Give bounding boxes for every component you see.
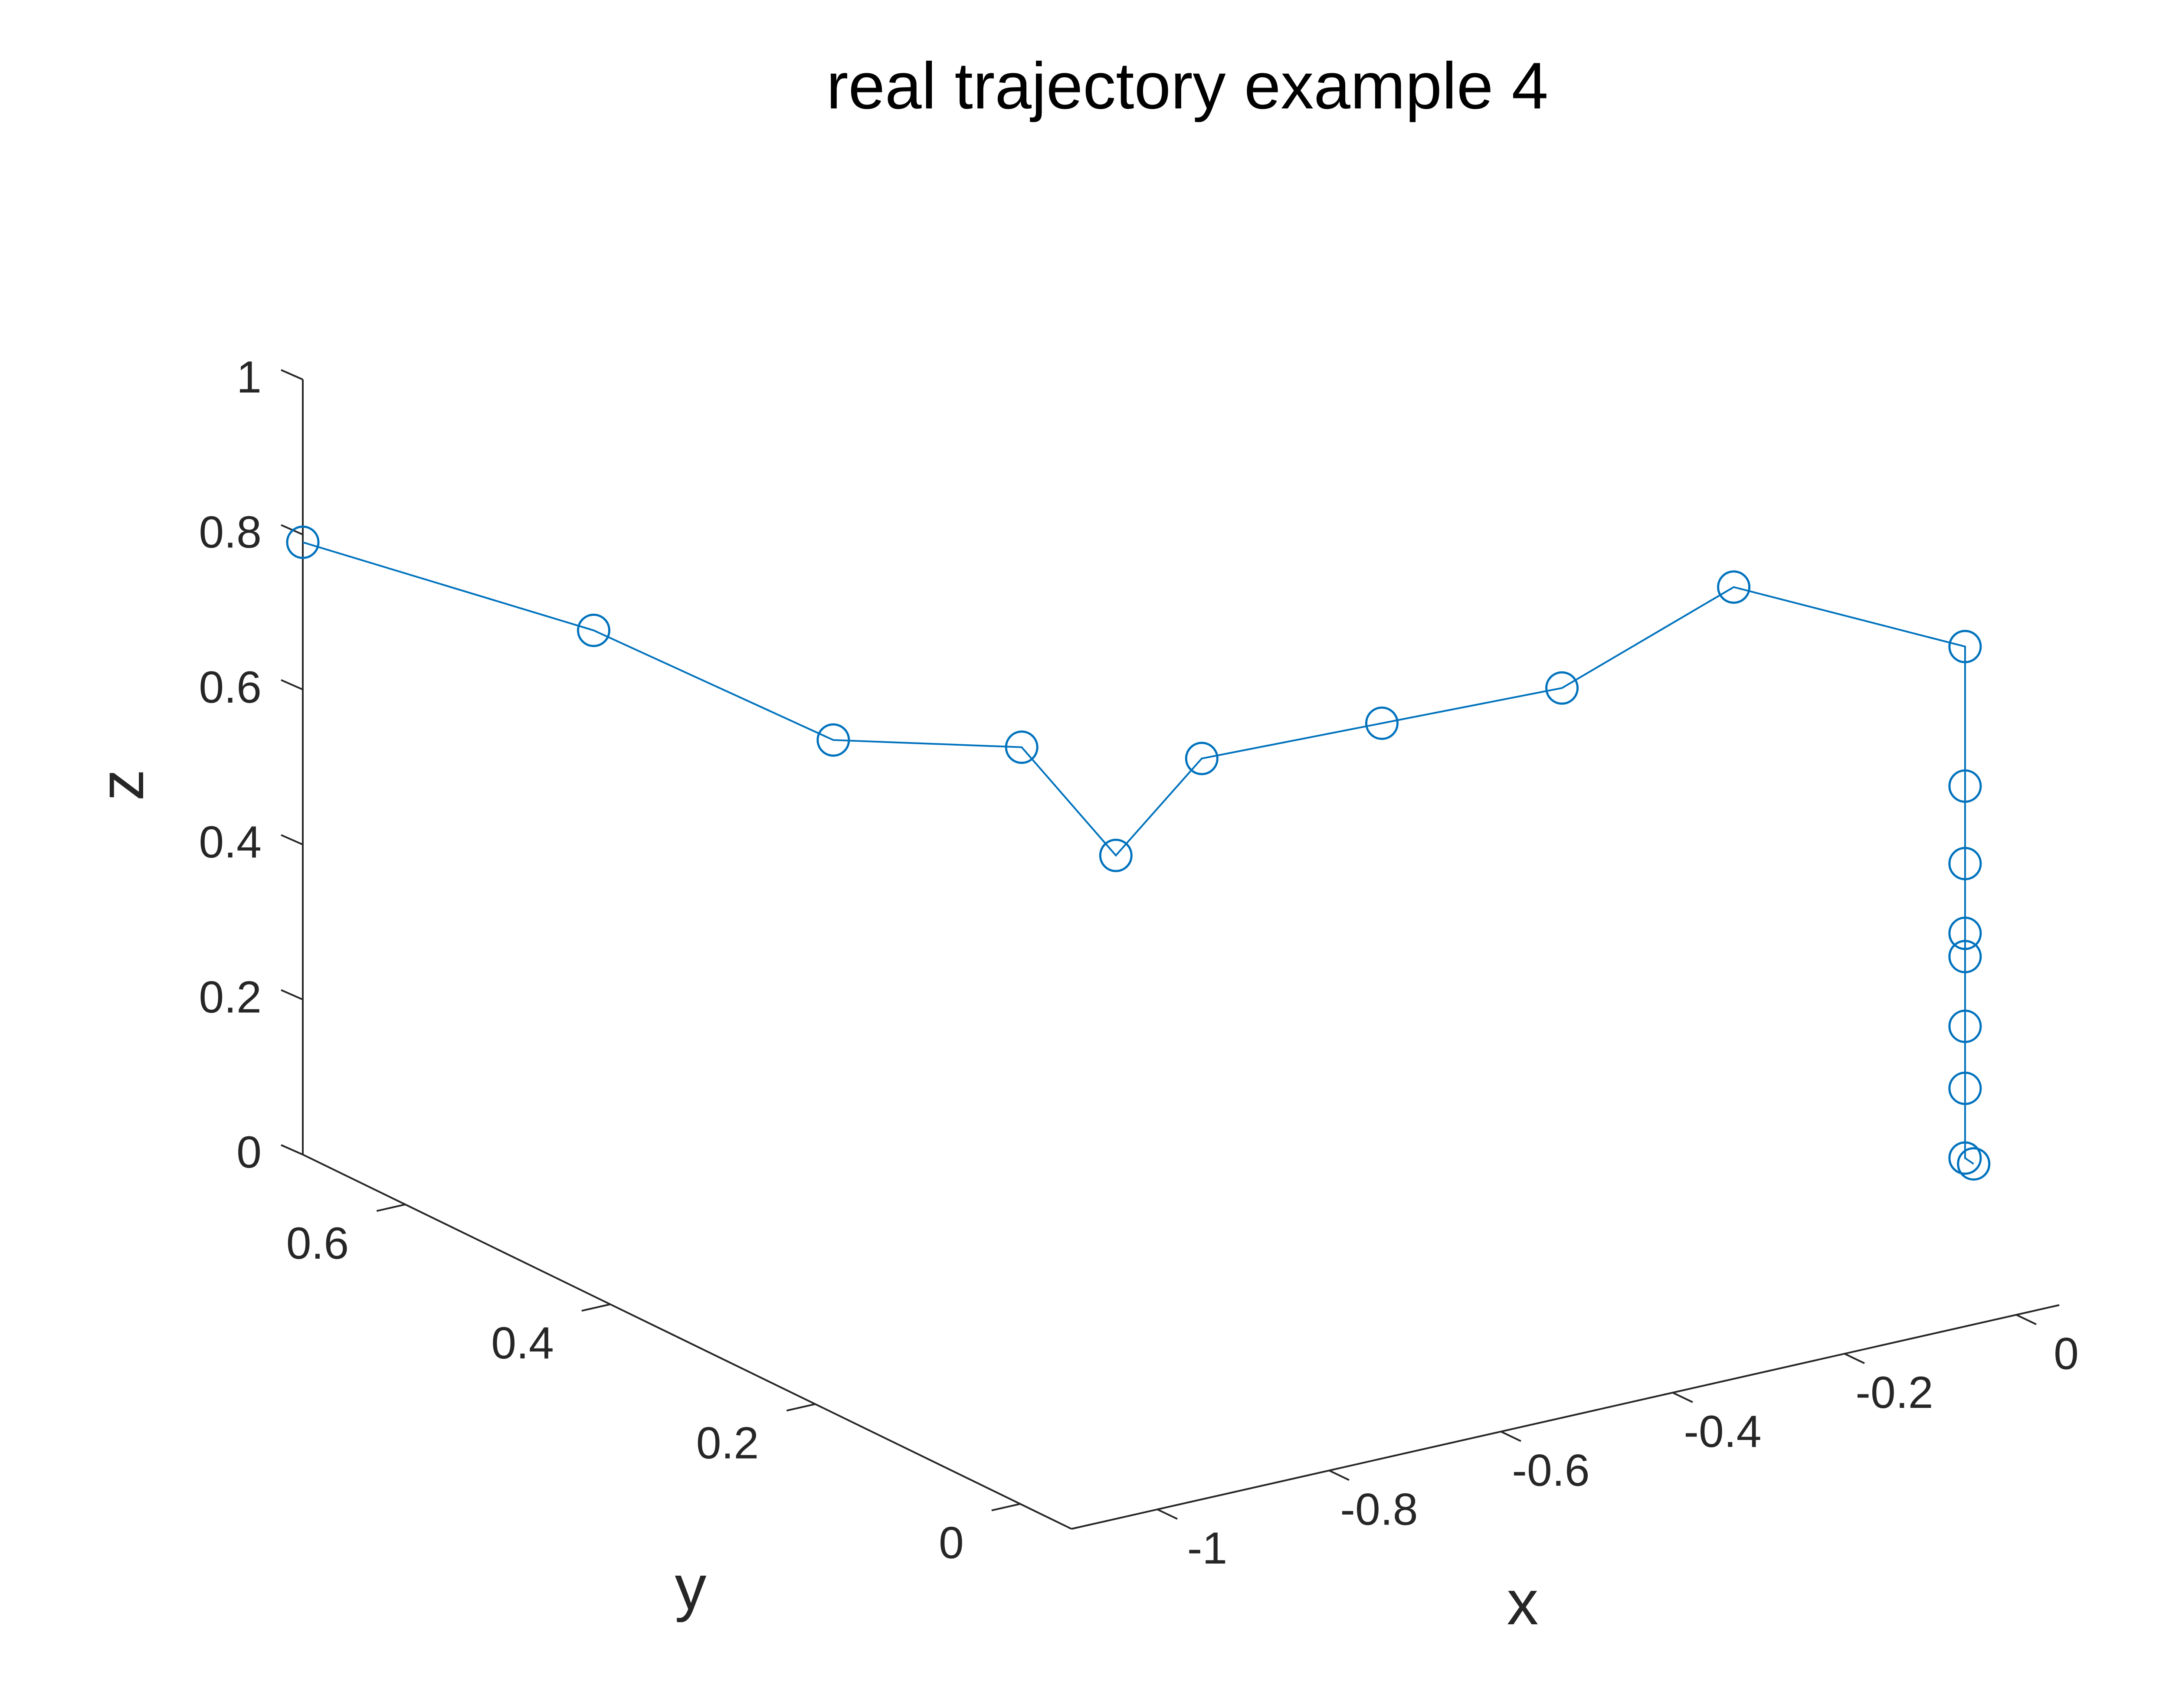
x-tick-mark bbox=[1157, 1508, 1178, 1520]
x-tick-label: -0.8 bbox=[1340, 1484, 1418, 1535]
y-tick-mark bbox=[376, 1204, 406, 1212]
x-tick-mark bbox=[1672, 1392, 1693, 1403]
z-tick-label: 0.8 bbox=[199, 507, 262, 557]
x-tick-label: -0.6 bbox=[1512, 1446, 1589, 1496]
y-tick-label: 0.6 bbox=[286, 1218, 349, 1269]
ticks-group: -1 -0.8 -0.6 -0.4 -0.2 0 0 0.2 0.4 0.6 0 0.2 0.4 0.6 0… bbox=[199, 352, 2079, 1574]
trajectory-point bbox=[1185, 742, 1219, 775]
y-tick-mark bbox=[786, 1403, 816, 1412]
trajectory-point bbox=[1948, 1141, 1982, 1175]
x-axis-line bbox=[1071, 1304, 2060, 1530]
y-tick-label: 0.4 bbox=[491, 1318, 554, 1368]
series-group bbox=[286, 525, 1991, 1181]
z-tick-label: 0.4 bbox=[199, 817, 262, 867]
z-tick-mark bbox=[281, 1144, 303, 1155]
trajectory-point bbox=[1717, 570, 1751, 604]
trajectory-point bbox=[577, 613, 610, 647]
x-tick-label: -0.2 bbox=[1855, 1368, 1933, 1418]
z-tick-label: 1 bbox=[236, 352, 262, 402]
trajectory-point bbox=[1948, 769, 1982, 803]
x-tick-label: -0.4 bbox=[1684, 1407, 1761, 1457]
y-tick-mark bbox=[991, 1503, 1021, 1512]
y-axis-label: y bbox=[675, 1552, 707, 1623]
trajectory-point bbox=[1948, 916, 1982, 950]
z-tick-label: 0.2 bbox=[199, 972, 262, 1023]
y-tick-mark bbox=[581, 1303, 611, 1312]
z-tick-mark bbox=[281, 989, 303, 1001]
trajectory-point bbox=[1005, 730, 1039, 764]
trajectory-point bbox=[816, 723, 850, 757]
z-tick-mark bbox=[281, 679, 303, 690]
trajectory-point bbox=[1545, 671, 1579, 705]
trajectory-point bbox=[1948, 847, 1982, 880]
x-axis-label: x bbox=[1507, 1567, 1539, 1638]
x-tick-mark bbox=[1844, 1353, 1865, 1364]
y-tick-label: 0.2 bbox=[696, 1418, 759, 1468]
z-tick-label: 0.6 bbox=[199, 662, 262, 713]
trajectory-point bbox=[1948, 1071, 1982, 1105]
axes-group bbox=[302, 380, 2060, 1530]
trajectory-point bbox=[1099, 838, 1133, 872]
trajectory-point bbox=[1957, 1147, 1991, 1181]
x-tick-label: 0 bbox=[2054, 1328, 2079, 1379]
trajectory-point bbox=[1948, 940, 1982, 973]
trajectory-point bbox=[1948, 630, 1982, 664]
x-tick-mark bbox=[1329, 1469, 1350, 1481]
z-tick-mark bbox=[281, 834, 303, 846]
z-tick-mark bbox=[281, 369, 303, 380]
chart-title: real trajectory example 4 bbox=[826, 49, 1548, 123]
z-tick-label: 0 bbox=[236, 1127, 262, 1178]
x-tick-label: -1 bbox=[1187, 1523, 1227, 1574]
trajectory-point bbox=[1365, 707, 1399, 740]
trajectory-point bbox=[286, 525, 320, 559]
x-tick-mark bbox=[1501, 1430, 1521, 1442]
y-axis-line bbox=[302, 1154, 1072, 1530]
trajectory-line bbox=[302, 541, 1974, 1165]
y-tick-label: 0 bbox=[939, 1518, 964, 1568]
z-axis-label: z bbox=[86, 769, 157, 801]
x-tick-mark bbox=[2016, 1314, 2037, 1325]
trajectory-point bbox=[1948, 1009, 1982, 1043]
